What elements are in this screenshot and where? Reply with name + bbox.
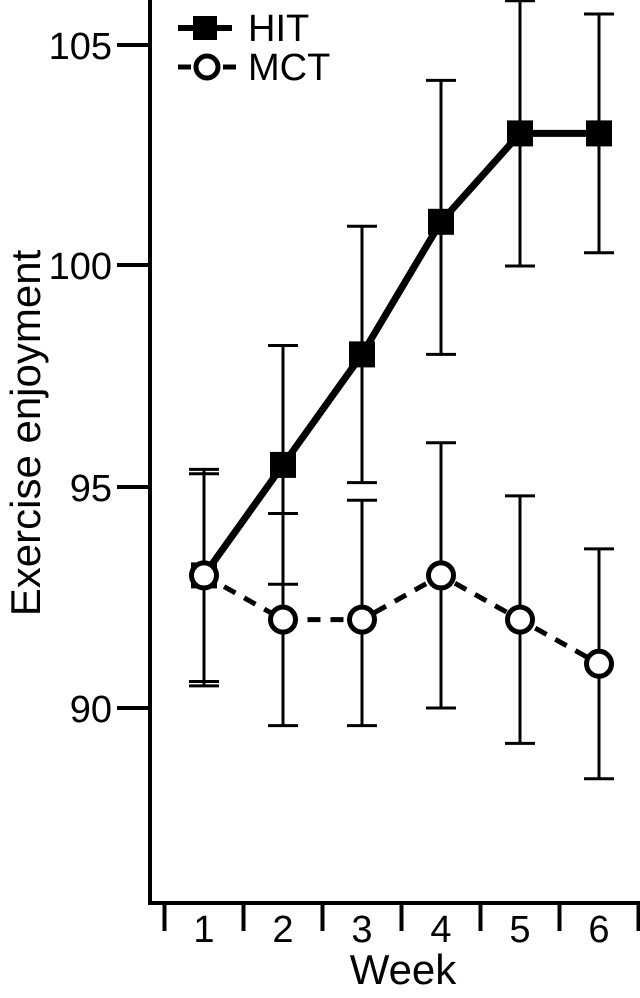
legend-entry-hit: HIT [178, 8, 309, 50]
x-tick-label: 2 [272, 909, 293, 951]
x-tick-label: 1 [193, 909, 214, 951]
x-tick-label: 3 [351, 909, 372, 951]
y-tick-label: 90 [70, 689, 112, 731]
mct-circle-marker [505, 604, 535, 635]
mct-circle-marker [347, 604, 377, 635]
legend-entry-mct: MCT [178, 47, 330, 89]
mct-line [202, 572, 601, 666]
y-tick-labels: 105 100 95 90 [49, 26, 112, 731]
plot-area [189, 0, 614, 781]
mct-circle-marker [426, 560, 456, 591]
x-tick-labels: 1 2 3 4 5 6 [193, 909, 609, 951]
mct-circle-marker [189, 560, 219, 591]
x-tick-label: 6 [588, 909, 609, 951]
y-axis-title: Exercise enjoyment [2, 249, 49, 616]
y-tick-label: 100 [49, 246, 112, 288]
legend-mct-circle-marker [193, 53, 221, 81]
x-axis-title: Week [350, 946, 458, 993]
hit-line [201, 129, 599, 578]
hit-square-marker [349, 341, 375, 368]
y-tick-label: 95 [70, 468, 112, 510]
x-tick-label: 5 [509, 909, 530, 951]
mct-circle-marker [584, 648, 614, 679]
hit-square-marker [428, 208, 454, 235]
x-tick-label: 4 [430, 909, 451, 951]
legend: HIT MCT [178, 8, 330, 89]
axes [117, 0, 640, 931]
y-tick-label: 105 [49, 26, 112, 68]
legend-hit-square-marker [193, 16, 217, 40]
hit-square-marker [270, 451, 296, 478]
mct-circle-marker [268, 604, 298, 635]
legend-mct-label: MCT [248, 47, 330, 89]
hit-square-marker [507, 120, 533, 147]
hit-square-marker [586, 120, 612, 147]
legend-hit-label: HIT [248, 8, 309, 50]
